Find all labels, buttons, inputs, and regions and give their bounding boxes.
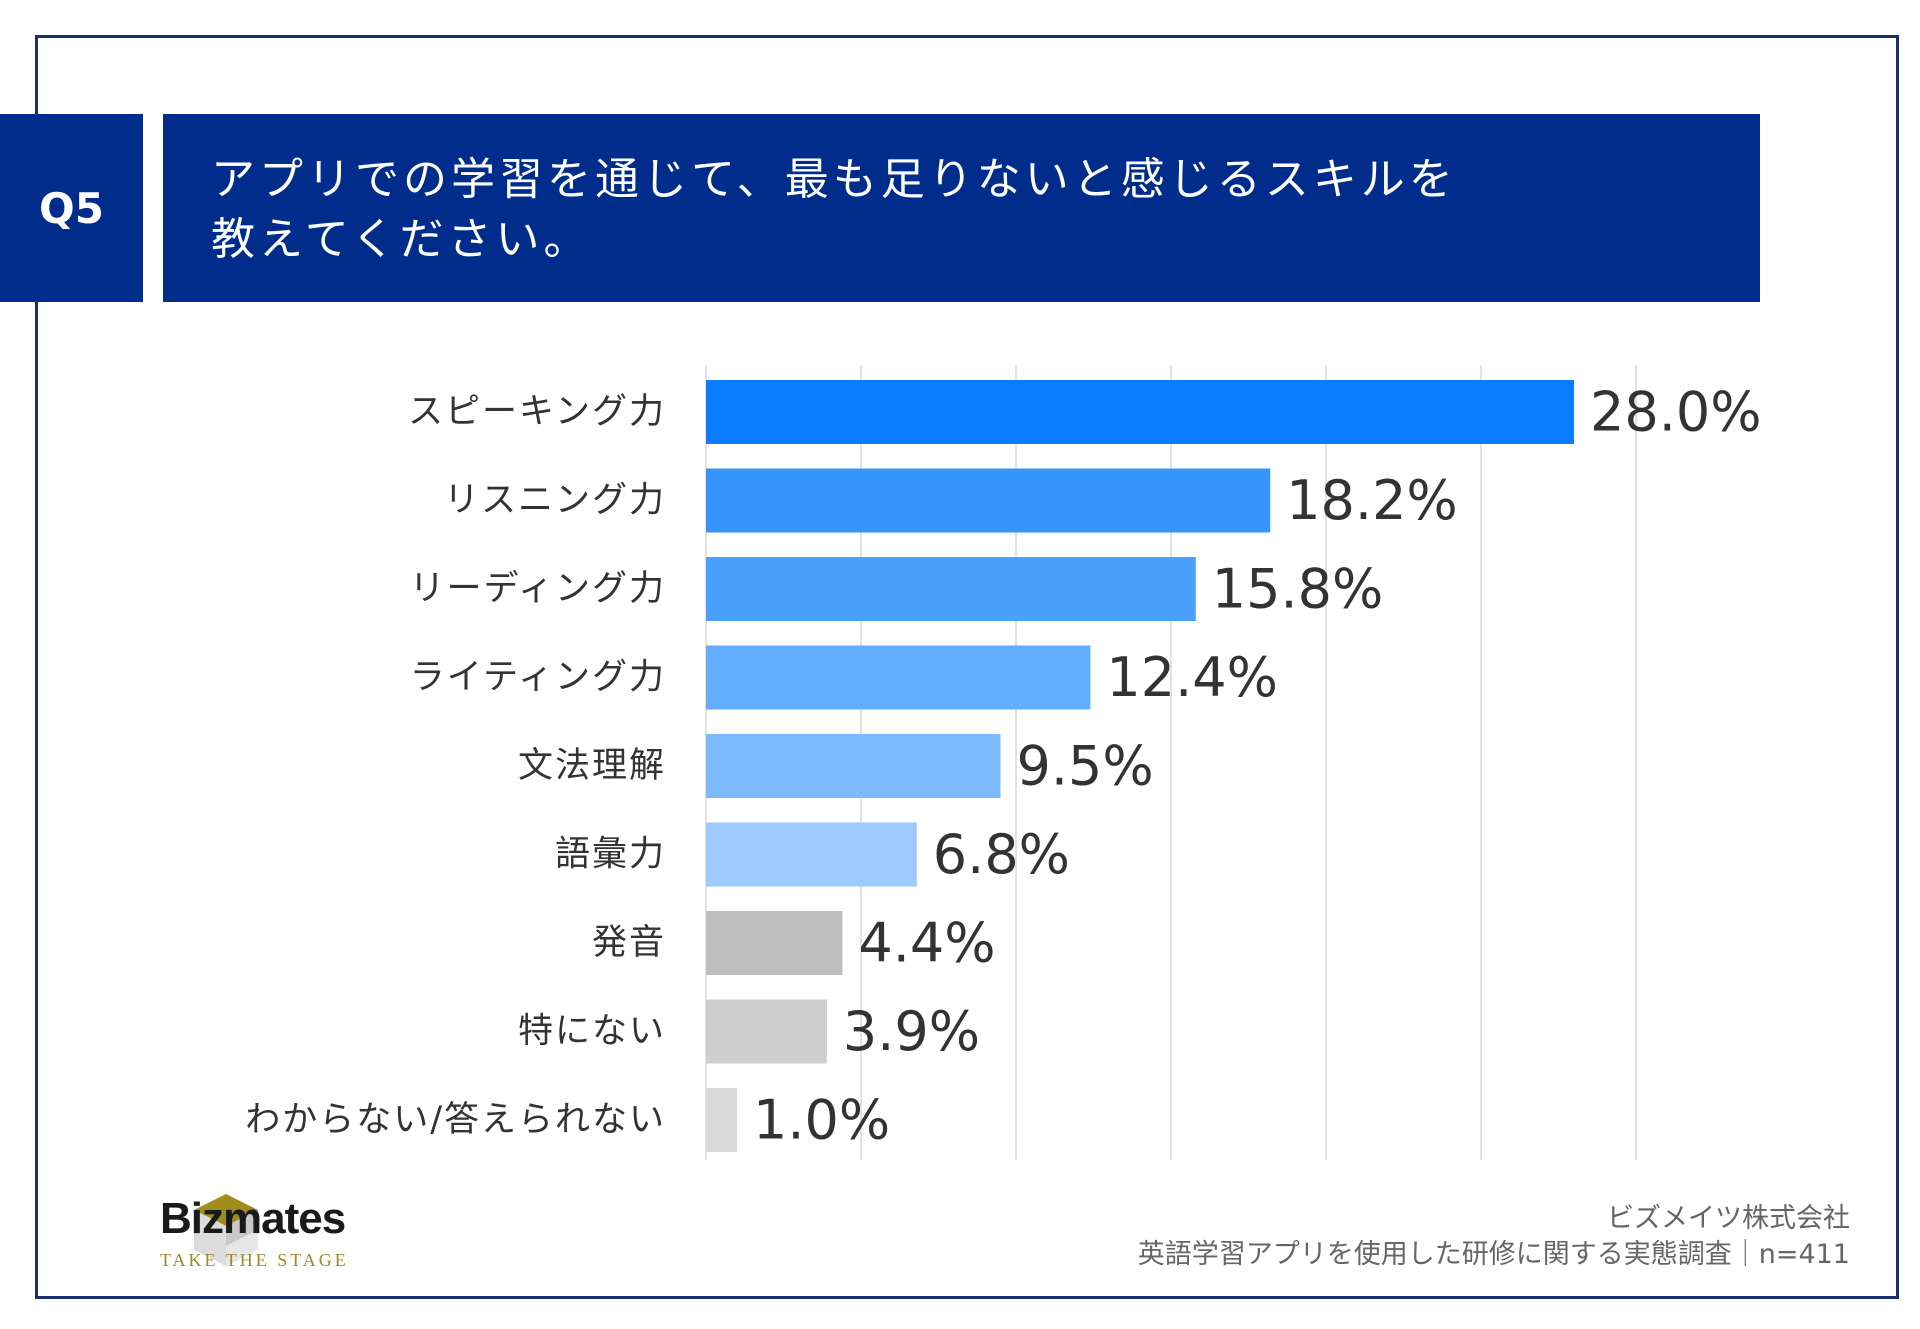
- value-label: 15.8%: [1212, 558, 1384, 621]
- category-label: 発音: [592, 923, 666, 963]
- category-label: 語彙力: [555, 835, 666, 875]
- value-label: 6.8%: [933, 823, 1070, 886]
- category-label: 文法理解: [518, 746, 666, 786]
- value-label: 9.5%: [1017, 735, 1154, 798]
- bar: [706, 557, 1196, 621]
- value-label: 4.4%: [858, 912, 995, 975]
- bar: [706, 911, 843, 975]
- category-label: リーディング力: [409, 569, 666, 609]
- bar: [706, 822, 917, 887]
- question-number-badge: Q5: [0, 114, 143, 302]
- question-title: アプリでの学習を通じて、最も足りないと感じるスキルを 教えてください。: [163, 114, 1760, 302]
- outer-frame: [35, 35, 1899, 1299]
- category-label: スピーキング力: [408, 392, 666, 432]
- category-label: わからない/答えられない: [245, 1100, 666, 1140]
- bar-chart: スピーキング力 28.0% リスニング力 18.2% リーディング力 15.8% ライティン…: [245, 365, 1762, 1160]
- value-label: 1.0%: [753, 1089, 890, 1152]
- bar: [706, 468, 1271, 533]
- bar: [706, 1088, 737, 1152]
- value-label: 3.9%: [843, 1000, 980, 1063]
- question-title-line-2: 教えてください。: [211, 214, 592, 265]
- question-title-line-1: アプリでの学習を通じて、最も足りないと感じるスキルを: [211, 154, 1457, 205]
- category-label: 特にない: [518, 1012, 666, 1052]
- source-survey: 英語学習アプリを使用した研修に関する実態調査｜n=411: [1137, 1239, 1850, 1270]
- logo-name: Bizmates: [160, 1194, 346, 1243]
- bar: [706, 645, 1091, 710]
- bizmates-logo-icon: [194, 1194, 258, 1266]
- bar: [706, 734, 1001, 798]
- value-label: 18.2%: [1286, 469, 1458, 532]
- bar: [706, 380, 1574, 444]
- category-label: リスニング力: [444, 481, 666, 521]
- value-label: 12.4%: [1106, 646, 1278, 709]
- bar: [706, 999, 827, 1064]
- logo-tagline: TAKE THE STAGE: [160, 1250, 349, 1270]
- source-company: ビズメイツ株式会社: [1607, 1203, 1850, 1234]
- category-label: ライティング力: [410, 658, 666, 698]
- value-label: 28.0%: [1590, 381, 1762, 444]
